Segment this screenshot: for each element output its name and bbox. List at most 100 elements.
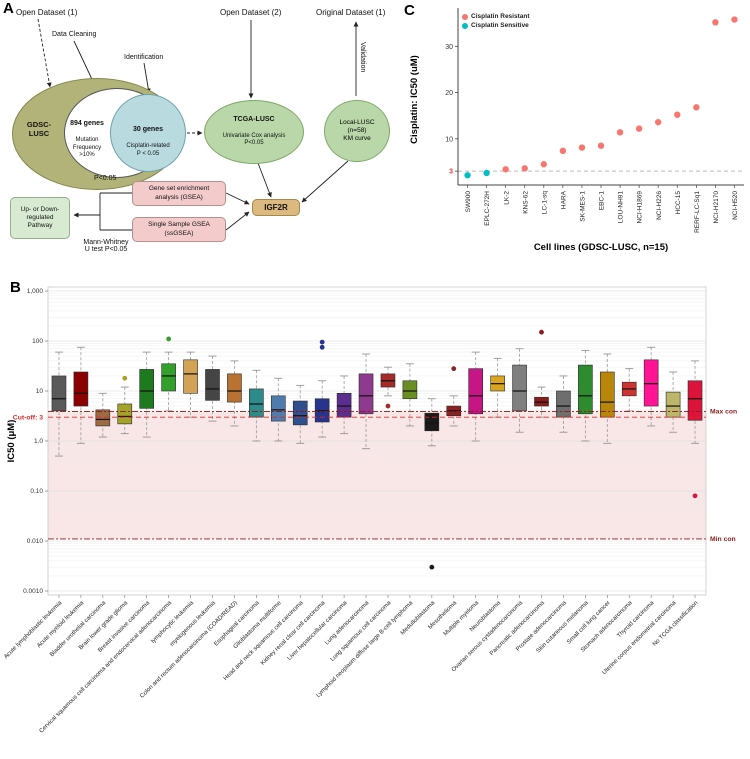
scatter-x-axis-title: Cell lines (GDSC-LUSC, n=15) [534, 242, 668, 253]
box [205, 369, 220, 401]
box [183, 359, 198, 394]
panel-a-label: A [3, 0, 14, 17]
y-tick-label: 10 [445, 136, 453, 143]
y-tick-label: 0.0010 [23, 588, 43, 595]
y-tick-label: 30 [445, 44, 453, 51]
tcga-lusc-label: TCGA-LUSC Univariate Cox analysis P<0.05 [223, 108, 286, 156]
box [643, 359, 659, 407]
local-lusc-ellipse: Local-LUSC (n=58) KM curve [324, 100, 390, 162]
box [292, 400, 308, 426]
outlier-point [122, 375, 128, 381]
box [687, 380, 703, 421]
outlier-point [429, 564, 435, 570]
genes-894-title: 894 genes [70, 120, 104, 128]
box [599, 371, 615, 418]
panel-a: A Open Dataset (1) Data Cleaning Id [0, 0, 400, 275]
scatter-point [483, 169, 490, 177]
box [227, 373, 242, 403]
scatter-point [674, 111, 681, 118]
tcga-sub: Univariate Cox analysis P<0.05 [222, 132, 286, 147]
outlier-point [319, 339, 325, 345]
scatter-point [521, 165, 528, 172]
scatter-point [464, 172, 471, 179]
legend-label-sensitive: Cisplatin Sensitive [471, 22, 529, 29]
arrow-ssgsea-to-igf2r [225, 211, 250, 231]
box [161, 363, 176, 392]
scatter-point [540, 161, 547, 168]
x-tick-label: NCI-H2170 [713, 191, 720, 224]
x-tick-label: LC-1-sq [541, 191, 548, 215]
min-con-label: Min con [710, 536, 736, 543]
scatter-point [655, 118, 662, 126]
legend-dot-sensitive [462, 22, 468, 29]
y-tick-label: 0.010 [27, 538, 44, 545]
x-tick-label: SK-MES-1 [580, 191, 587, 222]
igf2r-box: IGF2R [252, 199, 300, 216]
box [336, 392, 352, 418]
genes-894-sub: Mutation Frequency >10% [72, 137, 102, 158]
box [51, 375, 67, 412]
gsea-box: Gene set enrichment analysis (GSEA) [132, 181, 226, 206]
box-category-label: lymphocytic leukemia [150, 600, 195, 645]
y-tick-label: 0.10 [30, 488, 43, 495]
outlier-point [166, 336, 172, 342]
tcga-lusc-ellipse: TCGA-LUSC Univariate Cox analysis P<0.05 [204, 100, 304, 164]
label-original-dataset-1: Original Dataset (1) [316, 8, 386, 17]
box [512, 364, 527, 412]
box [468, 368, 484, 415]
box-category-label: Small cell lung cancer [566, 600, 612, 646]
label-data-cleaning: Data Cleaning [52, 31, 97, 38]
box-category-label: Thyroid carcinoma [616, 600, 656, 640]
arrow-local-to-igf2r [301, 160, 349, 203]
x-tick-label: EBC-1 [599, 191, 606, 211]
scatter-y-axis-title: Cisplatin: IC50 (uM) [409, 55, 420, 144]
x-tick-label: LOU-NH91 [618, 191, 625, 224]
max-con-label: Max con [710, 409, 737, 416]
scatter-point [578, 144, 586, 151]
scatter-point [502, 166, 509, 173]
box [665, 391, 681, 418]
arrow-gsea-to-igf2r [225, 192, 250, 205]
panel-c-label: C [404, 2, 415, 19]
outlier-point [319, 344, 325, 350]
box [424, 412, 440, 432]
label-identification: Identification [124, 54, 164, 61]
genes-894-label: 894 genes Mutation Frequency >10% [64, 112, 110, 168]
x-tick-label: NCI-H520 [732, 191, 739, 220]
arrow-identification [143, 62, 151, 94]
y-tick-label: 100 [32, 338, 43, 345]
pathway-box: Up- or Down- regulated Pathway [10, 197, 70, 239]
box [358, 373, 374, 415]
y-tick-label: 1,000 [27, 288, 44, 295]
legend-item-resistant: Cisplatin Resistant [462, 13, 530, 20]
box [73, 371, 89, 407]
tcga-title: TCGA-LUSC [233, 116, 275, 124]
genes-30-title: 30 genes [133, 126, 163, 134]
scatter-point [616, 129, 624, 136]
x-tick-label: RERF-LC-Sq1 [694, 191, 701, 233]
box-y-axis-title: IC50 (μM) [6, 420, 17, 463]
scatter-point [597, 142, 605, 149]
flowchart-arrows [37, 18, 359, 231]
box [402, 380, 418, 400]
arrow-open1-to-gdsc [37, 18, 52, 88]
scatter-point [731, 16, 738, 23]
box [556, 390, 571, 418]
scatter-plot: 3 10 20 30 SW900 EPLC-272H LK-2 KNS-62 LC-1-sq HA… [409, 8, 744, 253]
y-tick-label: 1.0 [34, 438, 43, 445]
genes-30-ellipse [110, 94, 186, 172]
legend-dot-resistant [462, 13, 468, 20]
y-tick-label: 3 [449, 169, 453, 176]
box [270, 395, 286, 422]
box [578, 364, 593, 415]
panel-b-label: B [10, 279, 21, 296]
arrow-tcga-to-igf2r [257, 162, 272, 198]
x-tick-label: HARA [560, 190, 567, 209]
cutoff-label: Cut-off: 3 [13, 414, 43, 421]
scatter-point [693, 104, 700, 111]
genes-30-sub: Cisplatin-related P < 0.05 [126, 143, 170, 157]
genes-30-label: 30 genes Cisplatin-related P < 0.05 [114, 118, 182, 166]
gdsc-lusc-label: GDSC- LUSC [26, 120, 52, 139]
x-tick-label: EPLC-272H [484, 191, 491, 226]
